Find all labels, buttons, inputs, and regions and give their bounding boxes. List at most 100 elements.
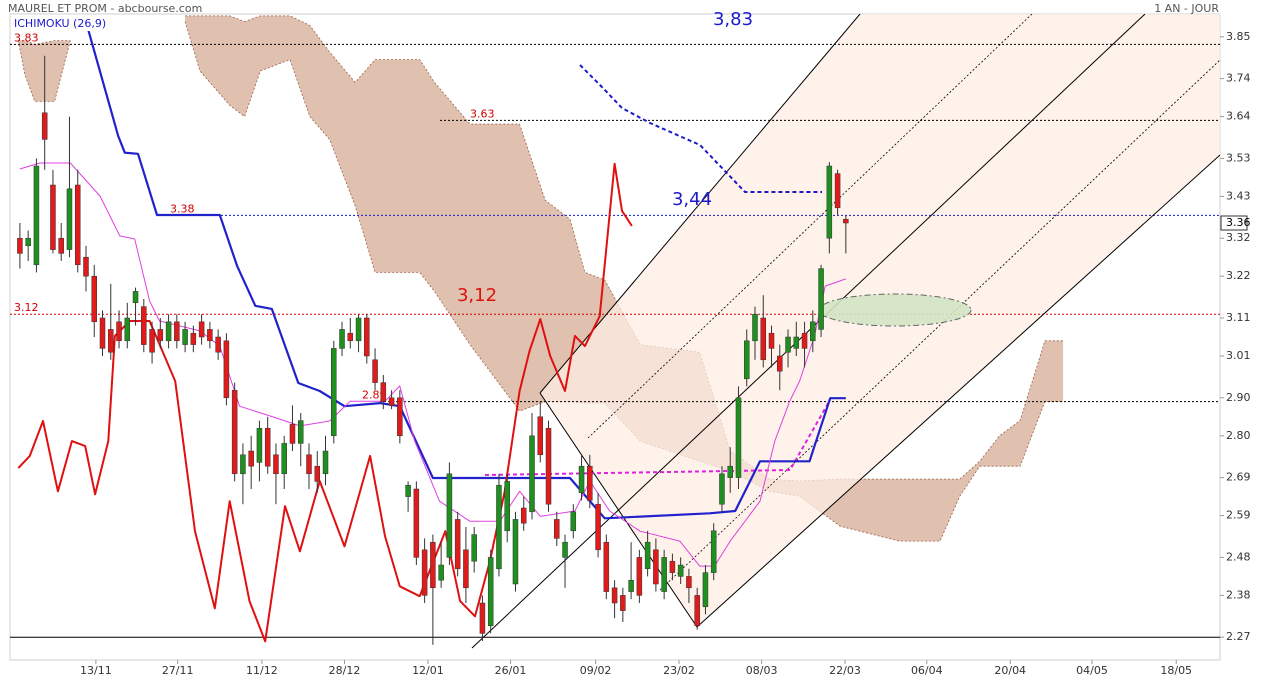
candle-body (463, 549, 469, 589)
cloud-edge (185, 15, 1064, 482)
candle-body (190, 332, 197, 345)
y-tick-label: 2.80 (1226, 429, 1251, 442)
candle-body (735, 397, 742, 478)
candle-body (74, 184, 81, 266)
candle-body (380, 382, 387, 402)
candle-body (694, 595, 700, 627)
candle-body (669, 560, 676, 573)
y-tick-label: 3.11 (1226, 311, 1251, 324)
candle-body (405, 484, 411, 497)
candle-body (644, 541, 651, 570)
candle-body (611, 587, 618, 604)
cloud-fill (185, 15, 1064, 542)
candle-body (628, 579, 634, 592)
level-label: 3.38 (170, 202, 195, 215)
candle-body (231, 389, 238, 475)
candle-body (818, 268, 824, 330)
y-tick-label: 2.59 (1226, 509, 1251, 522)
y-tick-label: 2.90 (1226, 391, 1251, 404)
candle-body (834, 173, 841, 209)
y-tick-label: 3.85 (1226, 30, 1251, 43)
candle-body (17, 237, 23, 254)
candle-body (562, 541, 568, 558)
x-tick-label: 13/11 (80, 664, 112, 677)
candle-body (843, 218, 849, 224)
annotation: 3,44 (672, 189, 712, 210)
indicator-line (19, 162, 846, 567)
candle-body (388, 397, 395, 406)
candle-body (116, 321, 122, 342)
candle-body (438, 564, 444, 581)
y-tick-label: 3.22 (1226, 269, 1251, 282)
x-tick-label: 28/12 (329, 664, 361, 677)
y-tick-label: 2.38 (1226, 588, 1251, 601)
level-label: 3.63 (470, 107, 495, 120)
candle-body (413, 488, 420, 558)
candle-body (719, 473, 725, 505)
y-tick-label: 3.64 (1226, 110, 1251, 123)
pitchfork (471, 14, 1220, 649)
y-tick-label: 3.74 (1226, 72, 1251, 85)
candle-body (760, 317, 767, 361)
period-label: 1 AN - JOUR (1154, 2, 1219, 15)
candle-body (149, 329, 155, 353)
candle-body (743, 340, 750, 380)
candle-body (281, 443, 287, 475)
candle-body (314, 465, 320, 482)
y-tick-label: 2.27 (1226, 630, 1251, 643)
x-tick-label: 11/12 (246, 664, 278, 677)
channel-line (539, 392, 698, 628)
y-tick-label: 3.53 (1226, 151, 1251, 164)
y-tick-label: 3.32 (1226, 231, 1251, 244)
y-tick-label: 3.01 (1226, 349, 1251, 362)
candle-body (430, 541, 436, 589)
candle-body (487, 557, 494, 627)
candle-body (777, 355, 783, 372)
candle-body (50, 184, 56, 250)
candle-body (702, 572, 709, 608)
candle-body (421, 549, 428, 596)
candle-body (256, 427, 263, 463)
candle-body (710, 530, 717, 573)
candle-body (801, 332, 808, 349)
candle-body (752, 313, 758, 342)
x-tick-label: 18/05 (1160, 664, 1192, 677)
candle-body (595, 503, 601, 551)
annotation: 3,12 (457, 285, 497, 306)
candle-body (223, 340, 230, 399)
candle-body (322, 450, 329, 475)
projection-line (484, 399, 831, 476)
candle-body (25, 237, 31, 247)
candle-body (355, 317, 362, 342)
y-tick-label: 2.48 (1226, 550, 1251, 563)
candle-body (207, 329, 213, 342)
highlight-ellipse (818, 293, 972, 327)
candle-body (520, 507, 527, 524)
candle-body (587, 465, 593, 501)
candle-body (636, 557, 643, 596)
candle-body (471, 534, 477, 562)
candle-body (240, 454, 246, 475)
candle-body (33, 165, 40, 266)
x-tick-label: 08/03 (746, 664, 778, 677)
chart-title: MAUREL ET PROM - abcbourse.com (8, 2, 202, 15)
last-price-box (1220, 215, 1248, 231)
candle-body (512, 519, 519, 585)
candle-body (454, 519, 461, 570)
x-tick-label: 12/01 (412, 664, 444, 677)
candle-body (91, 275, 97, 323)
candle-body (603, 541, 610, 592)
plot: 3.83 3.63 3.38 3.12 2.89 (10, 14, 1220, 649)
candle-body (529, 435, 535, 513)
last-price-label: 3.36 (1226, 216, 1251, 229)
candle-body (132, 291, 139, 304)
candle-body (124, 317, 131, 342)
candle-body (661, 557, 667, 592)
candle-body (372, 359, 378, 383)
candle-body (331, 348, 337, 437)
candle-body (141, 306, 147, 345)
candle-body (504, 481, 510, 532)
candle-body (810, 321, 816, 342)
candle-body (686, 576, 692, 589)
